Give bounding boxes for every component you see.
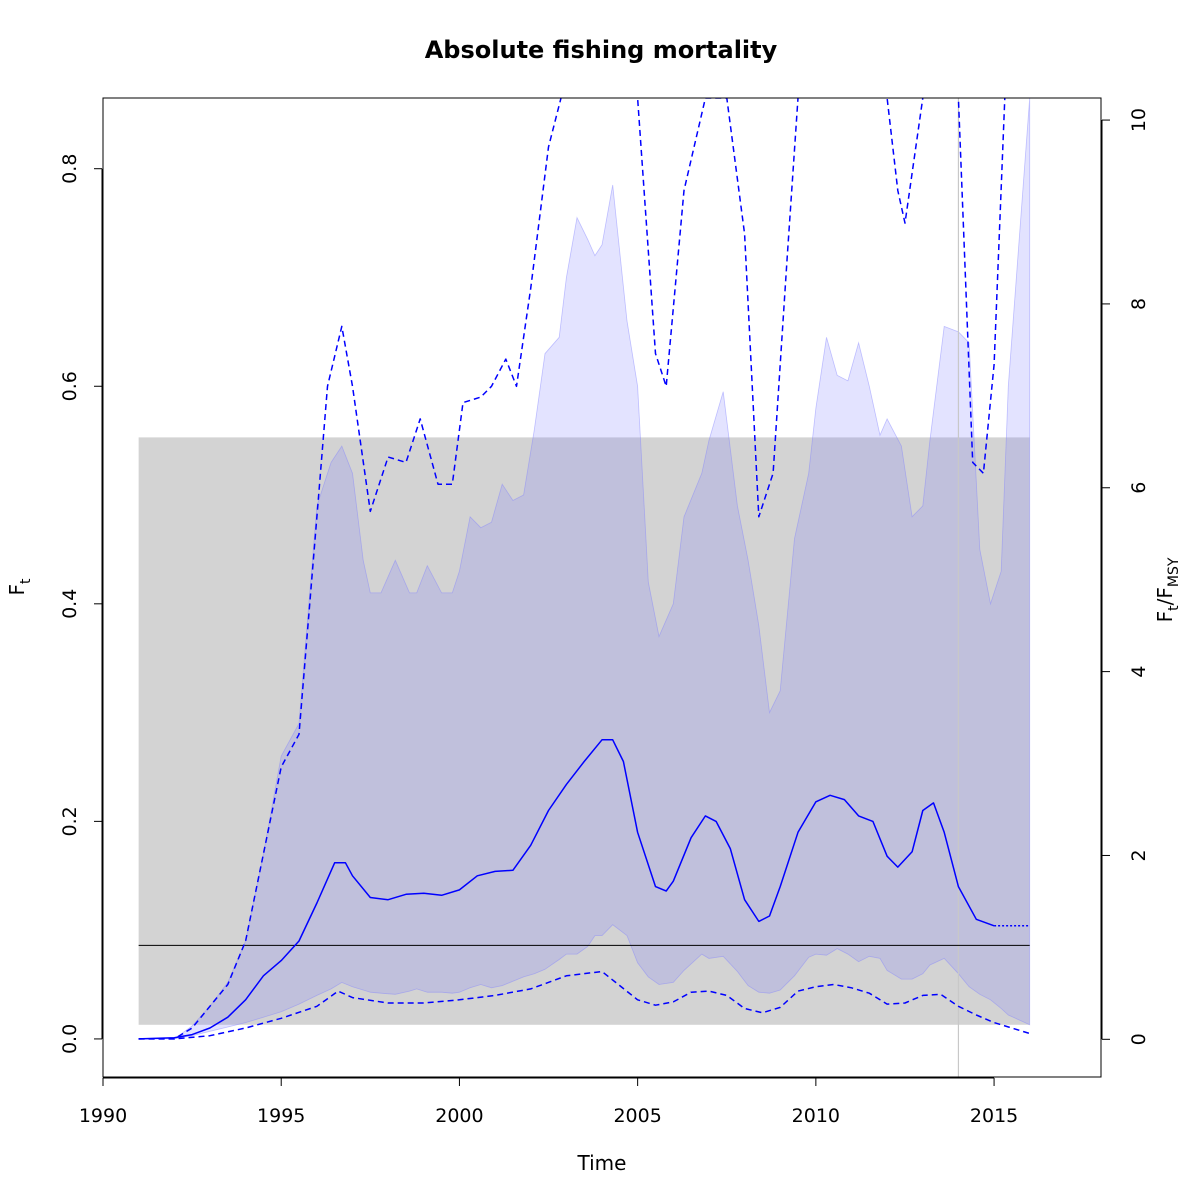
x-tick-label: 2015 [970,1105,1018,1127]
y2-tick-label: 2 [1128,849,1150,861]
series-estimate [138,739,995,1040]
y-tick-label: 0.6 [59,371,81,401]
plot-frame [102,97,1102,1078]
plot-area [138,98,1031,1077]
x-tick-label: 2000 [435,1105,483,1127]
y-tick-label: 0.0 [59,1024,81,1054]
y2-tick-label: 6 [1128,482,1150,494]
y2-axis-label: Ft/FMSY [1153,557,1182,622]
x-tick-label: 1990 [79,1105,127,1127]
confidence-band [138,98,1031,1040]
axes: 1990 1995 2000 2005 2010 2015 0.0 0.2 0.4 0.6 0.8 0… [59,97,1150,1127]
y2-tick-label: 10 [1128,108,1150,132]
reference-band [138,437,1030,1025]
y-axis-label: Ft [5,578,34,596]
y-tick-label: 0.2 [59,806,81,836]
y-tick-label: 0.8 [59,154,81,184]
y-tick-label: 0.4 [59,589,81,619]
x-tick-label: 1995 [257,1105,305,1127]
x-tick-label: 2005 [613,1105,661,1127]
y2-tick-label: 4 [1128,666,1150,678]
series-lower_ci [138,970,1030,1040]
series-upper_ci [138,98,1006,1040]
chart-title: Absolute fishing mortality [425,36,778,64]
y2-tick-label: 0 [1128,1033,1150,1045]
x-tick-label: 2010 [792,1105,840,1127]
x-axis-label: Time [577,1151,627,1175]
y2-tick-label: 8 [1128,298,1150,310]
